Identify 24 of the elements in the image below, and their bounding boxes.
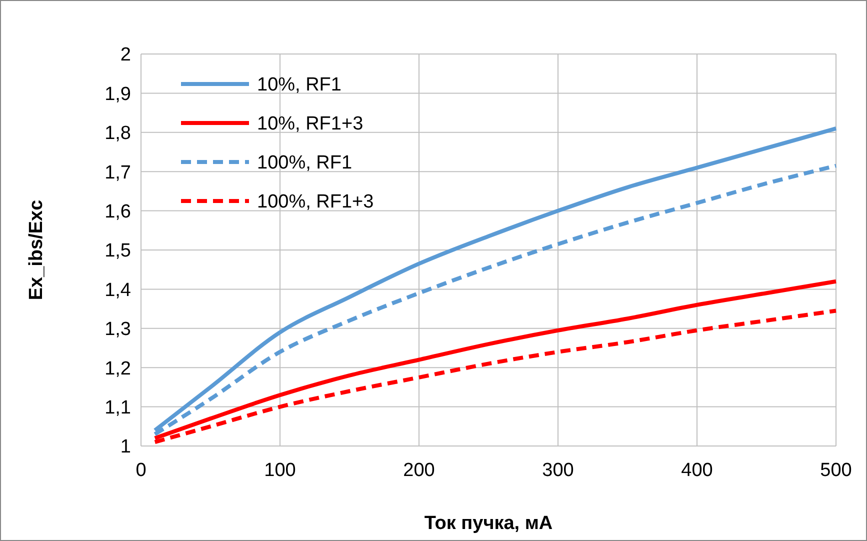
x-axis-title: Ток пучка, мА [424, 513, 553, 534]
y-tick-label: 1,2 [104, 358, 131, 380]
y-tick-label: 1,6 [104, 201, 131, 222]
x-tick-label: 500 [820, 460, 852, 481]
y-tick-label: 1 [120, 436, 131, 458]
legend-label: 100%, RF1+3 [257, 192, 374, 213]
y-tick-label: 1,4 [104, 280, 132, 301]
y-tick-label: 1,9 [104, 84, 131, 105]
y-tick-label: 1,5 [104, 240, 131, 262]
legend-label: 10%, RF1+3 [257, 114, 364, 135]
x-tick-label: 300 [542, 460, 574, 481]
x-tick-label: 0 [136, 460, 146, 481]
y-tick-label: 2 [120, 44, 131, 66]
y-tick-label: 1,8 [104, 123, 131, 144]
y-tick-label: 1,7 [104, 162, 131, 184]
y-tick-label: 1,3 [104, 319, 131, 340]
x-tick-label: 200 [403, 460, 435, 481]
line-series [152, 279, 838, 440]
y-tick-label: 1,1 [104, 397, 131, 418]
x-tick-label: 400 [681, 460, 713, 481]
legend-label: 10%, RF1 [257, 74, 342, 96]
legend-label: 100%, RF1 [257, 152, 352, 174]
y-axis-title: Ex_ibs/Exc [26, 199, 47, 300]
x-tick-label: 100 [264, 460, 296, 481]
